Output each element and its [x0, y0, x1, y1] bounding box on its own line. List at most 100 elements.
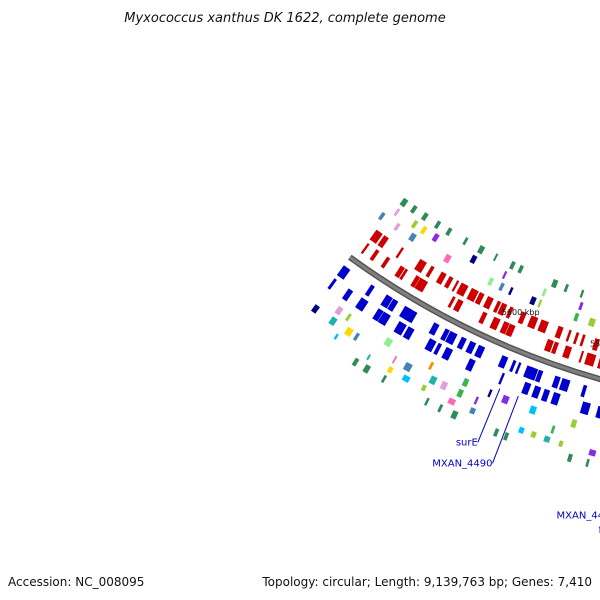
forward-gene-block: [440, 328, 450, 342]
feature-block: [492, 428, 500, 437]
reverse-gene-block: [578, 350, 585, 363]
feature-block: [543, 435, 551, 443]
reverse-gene-block: [562, 345, 573, 359]
feature-block: [528, 405, 538, 415]
forward-gene-block: [372, 308, 384, 322]
reverse-gene-block: [517, 311, 527, 325]
forward-gene-block: [433, 342, 443, 356]
reverse-gene-block: [550, 341, 559, 355]
reverse-gene-block: [369, 229, 383, 244]
reverse-gene-block: [452, 298, 464, 313]
feature-block: [328, 316, 338, 327]
reverse-gene-block: [527, 315, 539, 330]
feature-block: [437, 404, 444, 413]
feature-block: [530, 431, 537, 439]
feature-block: [558, 440, 564, 448]
feature-block: [585, 458, 590, 468]
reverse-gene-block: [596, 357, 600, 369]
forward-gene-block: [527, 367, 539, 381]
feature-block: [399, 197, 409, 208]
reverse-gene-block: [447, 296, 456, 309]
forward-gene-block: [387, 298, 399, 312]
feature-block: [517, 426, 525, 435]
forward-gene-block: [393, 320, 407, 336]
forward-gene-label: ftsH: [599, 525, 600, 536]
reverse-gene-block: [482, 295, 494, 310]
forward-gene-block: [327, 278, 337, 290]
feature-block: [578, 301, 584, 311]
map-title: Myxococcus xanthus DK 1622, complete gen…: [124, 11, 445, 26]
feature-block: [420, 384, 427, 392]
feature-block: [380, 374, 388, 384]
reverse-gene-block: [456, 282, 469, 297]
forward-gene-block: [341, 288, 354, 302]
feature-block: [563, 283, 569, 293]
reverse-gene-block: [579, 334, 586, 347]
feature-block: [423, 397, 430, 406]
reverse-gene-block: [470, 289, 479, 303]
forward-gene-block: [580, 384, 588, 398]
feature-block: [492, 253, 499, 262]
forward-gene-block: [585, 402, 591, 416]
reverse-gene-block: [443, 276, 454, 289]
feature-block: [391, 355, 398, 364]
forward-gene-block: [540, 388, 551, 403]
reverse-gene-block: [565, 329, 572, 342]
reverse-gene-block: [399, 268, 409, 281]
feature-block: [431, 233, 440, 243]
forward-gene-block: [509, 359, 517, 373]
accession-label: Accession: NC_008095: [8, 575, 144, 589]
feature-block: [409, 204, 418, 214]
feature-block: [550, 279, 559, 289]
feature-block: [500, 394, 510, 405]
forward-gene-block: [498, 372, 506, 385]
reverse-gene-block: [377, 235, 389, 249]
forward-gene-leader: [492, 395, 519, 464]
feature-block: [456, 388, 465, 398]
forward-gene-block: [531, 385, 542, 399]
genome-backbone-highlight: [348, 255, 600, 381]
forward-gene-leader: [477, 388, 501, 443]
reverse-gene-block: [466, 287, 477, 302]
feature-block: [386, 366, 394, 374]
feature-block: [383, 337, 394, 348]
reverse-gene-block: [414, 277, 426, 292]
forward-gene-block: [336, 265, 351, 280]
feature-block: [501, 270, 508, 280]
feature-block: [566, 453, 573, 463]
feature-block: [439, 380, 449, 391]
feature-block: [310, 304, 320, 314]
feature-block: [377, 211, 386, 221]
reverse-gene-block: [418, 279, 429, 293]
feature-block: [487, 389, 493, 398]
feature-block: [420, 212, 429, 222]
feature-block: [408, 232, 417, 243]
feature-block: [428, 375, 438, 386]
feature-block: [393, 222, 401, 232]
reverse-gene-block: [505, 306, 514, 319]
forward-gene-block: [465, 340, 477, 355]
forward-gene-block: [514, 362, 522, 375]
forward-gene-block: [534, 369, 544, 383]
reverse-gene-block: [543, 338, 554, 353]
reverse-gene-block: [395, 247, 405, 259]
feature-block: [362, 364, 372, 374]
feature-block: [343, 326, 354, 337]
reverse-gene-block: [584, 352, 593, 366]
feature-block: [447, 397, 457, 406]
forward-gene-block: [558, 378, 571, 393]
scale-ticks: 5600 kbp5500 kbp5400 kbp5300 kbp5200 kbp…: [502, 308, 600, 348]
feature-block: [579, 289, 585, 298]
feature-block: [473, 396, 479, 405]
reverse-gene-block: [435, 271, 447, 285]
feature-block: [334, 305, 344, 316]
forward-gene-block: [402, 326, 415, 341]
forward-gene-block: [550, 392, 561, 406]
forward-gene-block: [399, 305, 412, 320]
feature-block: [419, 225, 428, 235]
genome-summary: Topology: circular; Length: 9,139,763 bp…: [261, 575, 592, 589]
reverse-gene-block: [537, 319, 549, 334]
scale-tick-label: 5600 kbp: [502, 308, 540, 317]
forward-gene-labels: surE MXAN_4490 MXAN_4409 ftsH: [432, 437, 600, 536]
